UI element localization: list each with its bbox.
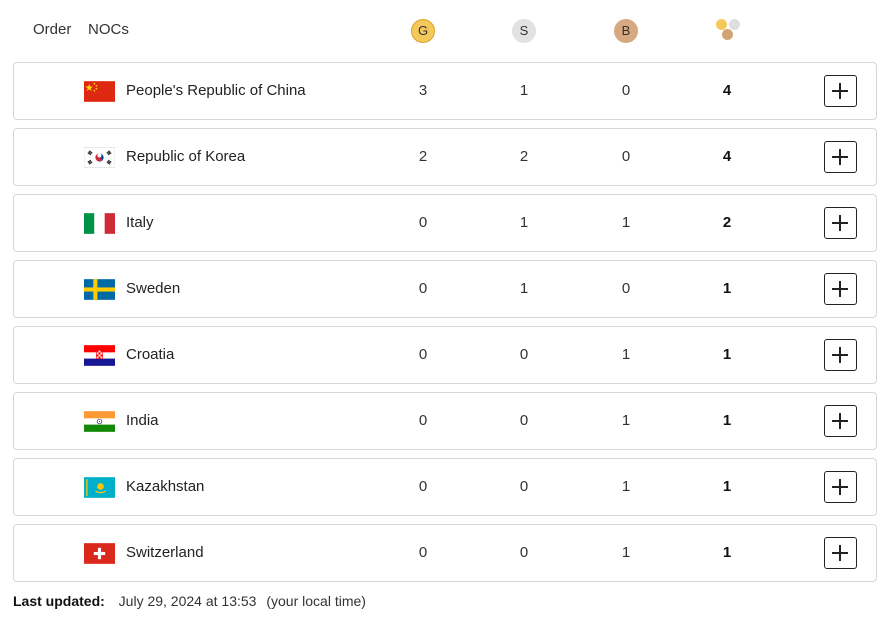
silver-count: 2 [519, 148, 529, 165]
total-count: 2 [722, 214, 732, 231]
last-updated-label: Last updated: [13, 593, 105, 609]
silver-count: 0 [519, 346, 529, 363]
india-flag-icon [84, 411, 115, 432]
expand-row-button[interactable] [824, 207, 857, 239]
last-updated-footer: Last updated: July 29, 2024 at 13:53 (yo… [13, 593, 366, 609]
sweden-flag-icon [84, 279, 115, 300]
silver-count: 0 [519, 544, 529, 561]
country-name[interactable]: Kazakhstan [126, 478, 205, 495]
table-row: Kazakhstan 0 0 1 1 [13, 458, 877, 516]
gold-count: 0 [418, 544, 428, 561]
country-name[interactable]: Switzerland [126, 544, 204, 561]
table-row: India 0 0 1 1 [13, 392, 877, 450]
silver-count: 1 [519, 82, 529, 99]
kazakhstan-flag-icon [84, 477, 115, 498]
country-name[interactable]: India [126, 412, 159, 429]
table-row: Republic of Korea 2 2 0 4 [13, 128, 877, 186]
silver-count: 1 [519, 280, 529, 297]
expand-row-button[interactable] [824, 339, 857, 371]
bronze-count: 0 [621, 82, 631, 99]
bronze-count: 1 [621, 544, 631, 561]
table-row: Italy 0 1 1 2 [13, 194, 877, 252]
country-name[interactable]: Croatia [126, 346, 175, 363]
table-row: Croatia 0 0 1 1 [13, 326, 877, 384]
country-name[interactable]: Republic of Korea [126, 148, 246, 165]
gold-count: 0 [418, 478, 428, 495]
nocs-column-header: NOCs [88, 21, 129, 38]
country-name[interactable]: People's Republic of China [126, 82, 306, 99]
total-count: 4 [722, 82, 732, 99]
expand-row-button[interactable] [824, 273, 857, 305]
total-count: 1 [722, 478, 732, 495]
total-count: 1 [722, 280, 732, 297]
expand-row-button[interactable] [824, 405, 857, 437]
silver-count: 1 [519, 214, 529, 231]
gold-count: 2 [418, 148, 428, 165]
expand-row-button[interactable] [824, 75, 857, 107]
gold-medal-icon: G [411, 19, 435, 43]
medal-table: People's Republic of China 3 1 0 4 Repub… [13, 62, 877, 590]
expand-row-button[interactable] [824, 537, 857, 569]
table-row: People's Republic of China 3 1 0 4 [13, 62, 877, 120]
gold-count: 0 [418, 214, 428, 231]
gold-count: 0 [418, 412, 428, 429]
country-name[interactable]: Italy [126, 214, 154, 231]
total-count: 1 [722, 412, 732, 429]
table-row: Switzerland 0 0 1 1 [13, 524, 877, 582]
bronze-count: 0 [621, 280, 631, 297]
korea-flag-icon [84, 147, 115, 168]
total-count: 1 [722, 346, 732, 363]
italy-flag-icon [84, 213, 115, 234]
bronze-count: 0 [621, 148, 631, 165]
bronze-count: 1 [621, 214, 631, 231]
bronze-count: 1 [621, 478, 631, 495]
total-count: 1 [722, 544, 732, 561]
total-count: 4 [722, 148, 732, 165]
total-medals-icon [714, 17, 742, 43]
silver-count: 0 [519, 478, 529, 495]
expand-row-button[interactable] [824, 141, 857, 173]
gold-count: 3 [418, 82, 428, 99]
gold-count: 0 [418, 346, 428, 363]
silver-count: 0 [519, 412, 529, 429]
gold-count: 0 [418, 280, 428, 297]
bronze-medal-icon: B [614, 19, 638, 43]
table-header: Order NOCs G S B [0, 0, 890, 60]
order-column-header: Order [33, 21, 72, 38]
croatia-flag-icon [84, 345, 115, 366]
bronze-count: 1 [621, 412, 631, 429]
table-row: Sweden 0 1 0 1 [13, 260, 877, 318]
switzerland-flag-icon [84, 543, 115, 564]
expand-row-button[interactable] [824, 471, 857, 503]
silver-medal-icon: S [512, 19, 536, 43]
last-updated-timestamp: July 29, 2024 at 13:53 [118, 593, 257, 609]
country-name[interactable]: Sweden [126, 280, 181, 297]
china-flag-icon [84, 81, 115, 102]
local-time-note: (your local time) [266, 593, 366, 609]
bronze-count: 1 [621, 346, 631, 363]
